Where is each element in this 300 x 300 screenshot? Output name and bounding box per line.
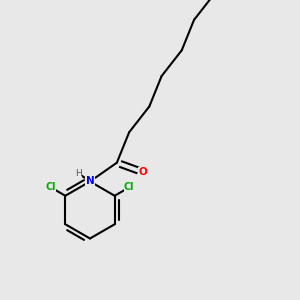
Text: O: O — [139, 167, 147, 177]
Text: Cl: Cl — [124, 182, 134, 193]
Text: H: H — [76, 169, 82, 178]
Text: N: N — [85, 176, 94, 187]
Text: Cl: Cl — [46, 182, 56, 193]
